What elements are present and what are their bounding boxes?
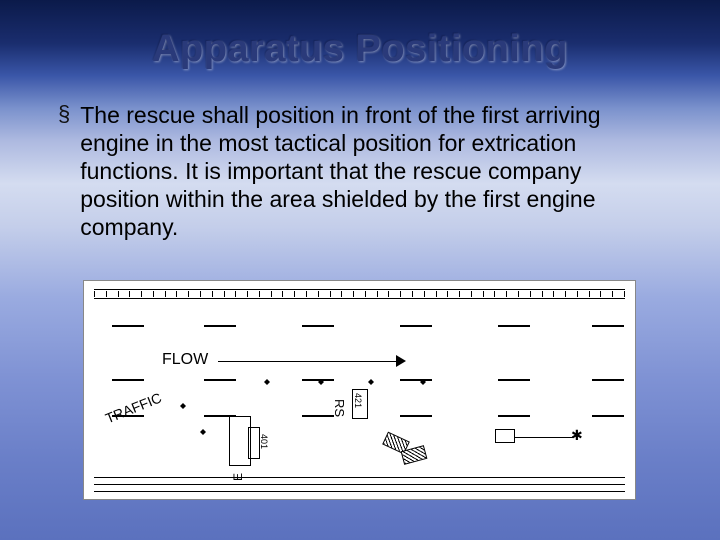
page-title: Apparatus Positioning [0,0,720,71]
supply-vehicle [495,429,515,443]
traffic-label: TRAFFIC [103,389,164,426]
flow-arrow-head [396,355,406,367]
flow-arrow-line [218,361,398,362]
cone-dot [180,403,186,409]
bullet-text: The rescue shall position in front of th… [80,101,660,241]
bullet-block: § The rescue shall position in front of … [58,101,660,241]
road-edge-top [94,289,625,299]
rescue-box-label: 421 [353,393,363,408]
bullet-row: § The rescue shall position in front of … [58,101,660,241]
rescue-label: RS [332,399,347,417]
flow-label: FLOW [162,351,208,369]
crash-vehicles [384,436,444,471]
hydrant-icon [573,431,585,443]
cone-dot [264,379,270,385]
cone-dot [368,379,374,385]
engine-vehicle [229,416,251,466]
diagram: FLOW TRAFFIC E 401 RS 421 [83,280,636,500]
tick-row [94,291,625,297]
bullet-marker: § [58,103,70,125]
engine-sublabel: 401 [259,434,269,449]
supply-line [515,437,573,438]
cone-dot [200,429,206,435]
